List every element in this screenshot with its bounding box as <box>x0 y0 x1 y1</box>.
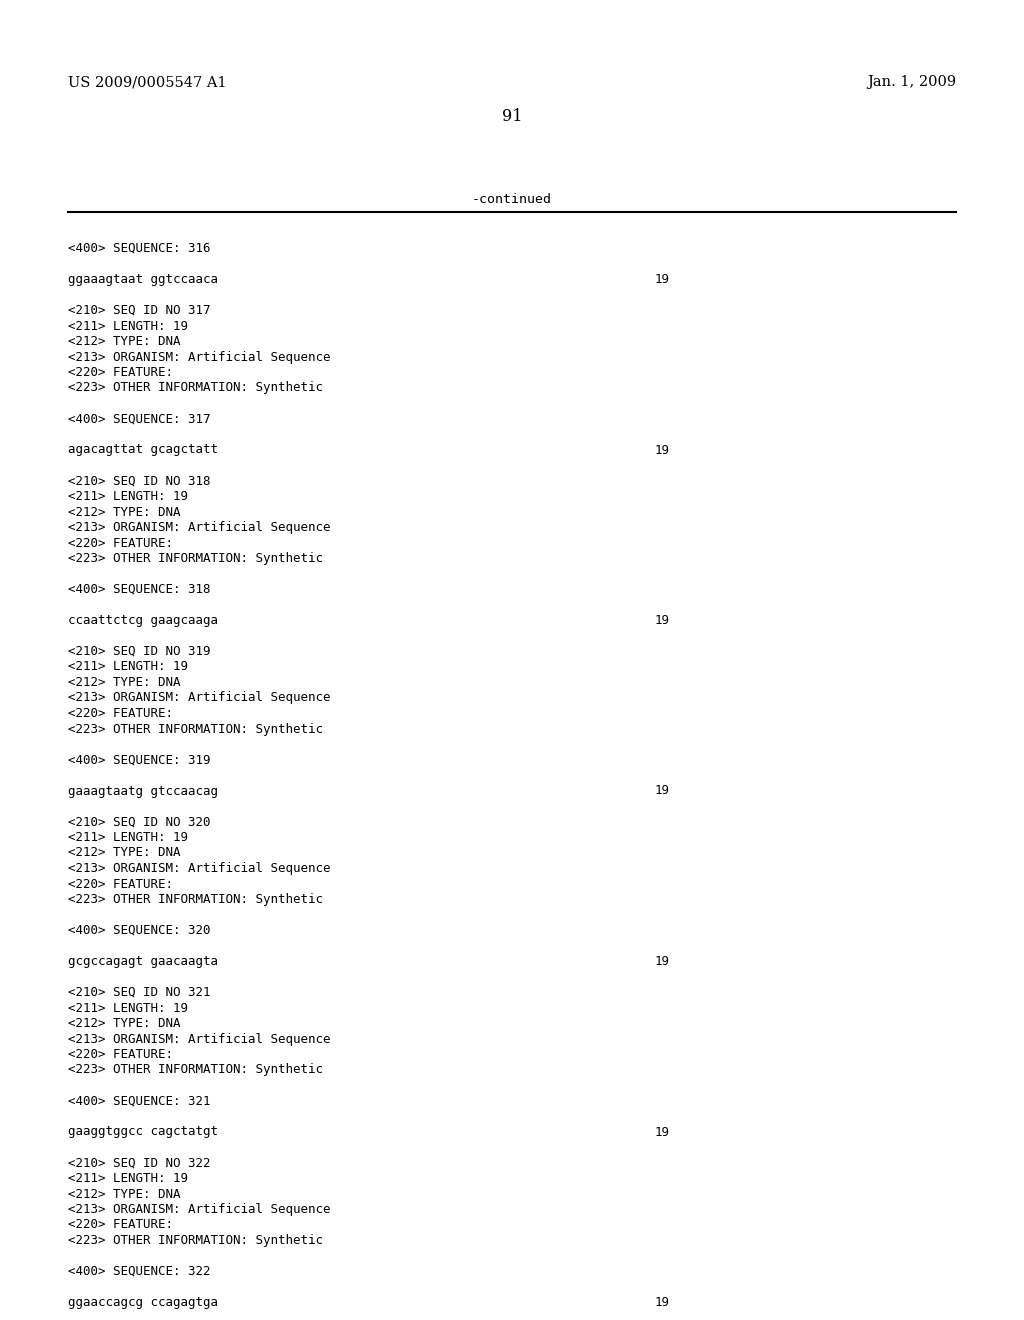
Text: <212> TYPE: DNA: <212> TYPE: DNA <box>68 676 180 689</box>
Text: <220> FEATURE:: <220> FEATURE: <box>68 536 173 549</box>
Text: <210> SEQ ID NO 321: <210> SEQ ID NO 321 <box>68 986 211 999</box>
Text: <212> TYPE: DNA: <212> TYPE: DNA <box>68 335 180 348</box>
Text: <223> OTHER INFORMATION: Synthetic: <223> OTHER INFORMATION: Synthetic <box>68 381 323 395</box>
Text: 19: 19 <box>655 273 670 286</box>
Text: gaaggtggcc cagctatgt: gaaggtggcc cagctatgt <box>68 1126 218 1138</box>
Text: <213> ORGANISM: Artificial Sequence: <213> ORGANISM: Artificial Sequence <box>68 521 331 535</box>
Text: US 2009/0005547 A1: US 2009/0005547 A1 <box>68 75 226 88</box>
Text: 19: 19 <box>655 954 670 968</box>
Text: <400> SEQUENCE: 319: <400> SEQUENCE: 319 <box>68 754 211 767</box>
Text: gaaagtaatg gtccaacag: gaaagtaatg gtccaacag <box>68 784 218 797</box>
Text: <400> SEQUENCE: 316: <400> SEQUENCE: 316 <box>68 242 211 255</box>
Text: <213> ORGANISM: Artificial Sequence: <213> ORGANISM: Artificial Sequence <box>68 1032 331 1045</box>
Text: <220> FEATURE:: <220> FEATURE: <box>68 1218 173 1232</box>
Text: <210> SEQ ID NO 317: <210> SEQ ID NO 317 <box>68 304 211 317</box>
Text: <211> LENGTH: 19: <211> LENGTH: 19 <box>68 1172 188 1185</box>
Text: <213> ORGANISM: Artificial Sequence: <213> ORGANISM: Artificial Sequence <box>68 351 331 363</box>
Text: 19: 19 <box>655 614 670 627</box>
Text: <210> SEQ ID NO 319: <210> SEQ ID NO 319 <box>68 645 211 657</box>
Text: ggaaagtaat ggtccaaca: ggaaagtaat ggtccaaca <box>68 273 218 286</box>
Text: <212> TYPE: DNA: <212> TYPE: DNA <box>68 1188 180 1200</box>
Text: <223> OTHER INFORMATION: Synthetic: <223> OTHER INFORMATION: Synthetic <box>68 1064 323 1077</box>
Text: ggaaccagcg ccagagtga: ggaaccagcg ccagagtga <box>68 1296 218 1309</box>
Text: agacagttat gcagctatt: agacagttat gcagctatt <box>68 444 218 457</box>
Text: <220> FEATURE:: <220> FEATURE: <box>68 1048 173 1061</box>
Text: <211> LENGTH: 19: <211> LENGTH: 19 <box>68 832 188 843</box>
Text: <211> LENGTH: 19: <211> LENGTH: 19 <box>68 319 188 333</box>
Text: Jan. 1, 2009: Jan. 1, 2009 <box>867 75 956 88</box>
Text: 19: 19 <box>655 1296 670 1309</box>
Text: <213> ORGANISM: Artificial Sequence: <213> ORGANISM: Artificial Sequence <box>68 862 331 875</box>
Text: <400> SEQUENCE: 318: <400> SEQUENCE: 318 <box>68 583 211 597</box>
Text: <211> LENGTH: 19: <211> LENGTH: 19 <box>68 660 188 673</box>
Text: <400> SEQUENCE: 317: <400> SEQUENCE: 317 <box>68 412 211 425</box>
Text: <213> ORGANISM: Artificial Sequence: <213> ORGANISM: Artificial Sequence <box>68 692 331 705</box>
Text: 19: 19 <box>655 784 670 797</box>
Text: <212> TYPE: DNA: <212> TYPE: DNA <box>68 846 180 859</box>
Text: 91: 91 <box>502 108 522 125</box>
Text: <211> LENGTH: 19: <211> LENGTH: 19 <box>68 1002 188 1015</box>
Text: <400> SEQUENCE: 321: <400> SEQUENCE: 321 <box>68 1094 211 1107</box>
Text: -continued: -continued <box>472 193 552 206</box>
Text: <210> SEQ ID NO 320: <210> SEQ ID NO 320 <box>68 816 211 829</box>
Text: <220> FEATURE:: <220> FEATURE: <box>68 708 173 719</box>
Text: <212> TYPE: DNA: <212> TYPE: DNA <box>68 506 180 519</box>
Text: <220> FEATURE:: <220> FEATURE: <box>68 366 173 379</box>
Text: <223> OTHER INFORMATION: Synthetic: <223> OTHER INFORMATION: Synthetic <box>68 552 323 565</box>
Text: <213> ORGANISM: Artificial Sequence: <213> ORGANISM: Artificial Sequence <box>68 1203 331 1216</box>
Text: <400> SEQUENCE: 320: <400> SEQUENCE: 320 <box>68 924 211 937</box>
Text: <223> OTHER INFORMATION: Synthetic: <223> OTHER INFORMATION: Synthetic <box>68 1234 323 1247</box>
Text: 19: 19 <box>655 444 670 457</box>
Text: <210> SEQ ID NO 318: <210> SEQ ID NO 318 <box>68 474 211 487</box>
Text: ccaattctcg gaagcaaga: ccaattctcg gaagcaaga <box>68 614 218 627</box>
Text: gcgccagagt gaacaagta: gcgccagagt gaacaagta <box>68 954 218 968</box>
Text: <223> OTHER INFORMATION: Synthetic: <223> OTHER INFORMATION: Synthetic <box>68 894 323 906</box>
Text: <210> SEQ ID NO 322: <210> SEQ ID NO 322 <box>68 1156 211 1170</box>
Text: <400> SEQUENCE: 322: <400> SEQUENCE: 322 <box>68 1265 211 1278</box>
Text: 19: 19 <box>655 1126 670 1138</box>
Text: <212> TYPE: DNA: <212> TYPE: DNA <box>68 1016 180 1030</box>
Text: <220> FEATURE:: <220> FEATURE: <box>68 878 173 891</box>
Text: <223> OTHER INFORMATION: Synthetic: <223> OTHER INFORMATION: Synthetic <box>68 722 323 735</box>
Text: <211> LENGTH: 19: <211> LENGTH: 19 <box>68 490 188 503</box>
